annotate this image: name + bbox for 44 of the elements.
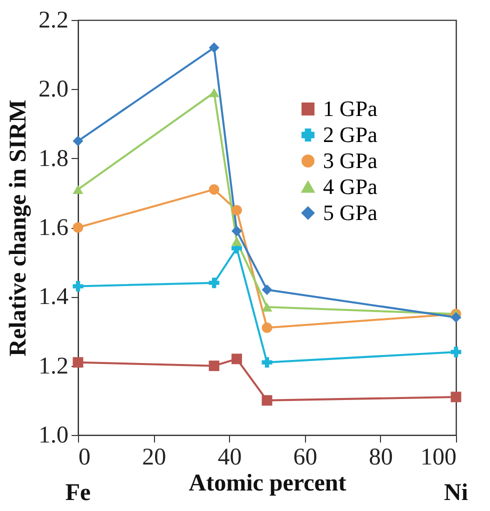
legend-label: 5 GPa [323,200,378,225]
x-axis-title: Atomic percent [188,470,346,496]
point [208,88,220,98]
point [72,222,84,233]
x-tick-label: 100 [420,444,456,470]
y-tick-label: 1.8 [38,146,68,172]
y-axis-title: Relative change in SIRM [6,100,32,356]
x-tick-label: 0 [78,444,90,470]
point [232,354,242,364]
point [232,226,242,236]
point [208,184,220,195]
text: Fe [65,480,92,506]
y-tick-label: 1.6 [38,215,68,241]
point [262,322,272,334]
point [450,312,462,323]
point [208,42,220,53]
point [450,392,462,402]
point [72,136,84,146]
point [72,184,84,194]
y-tick-label: 1.0 [38,422,68,448]
point [262,302,272,312]
point [208,360,220,372]
x-tick-label: 60 [293,444,318,470]
point [208,278,220,288]
legend-label: 4 GPa [323,174,378,199]
y-tick-label: 2.0 [38,76,68,103]
text: Ni [444,480,468,506]
point [72,281,84,292]
x-tick-label: 20 [142,444,166,470]
point [262,357,272,368]
y-tick-label: 1.4 [38,284,68,310]
point [262,284,272,295]
point [232,236,242,246]
point [262,395,272,406]
legend-label: 2 GPa [323,122,378,147]
x-tick-label: 40 [218,444,242,470]
x-tick-label: 80 [368,444,393,470]
point [450,346,462,358]
legend-label: 3 GPa [323,148,378,173]
legend-label: 1 GPa [323,96,378,121]
point [72,357,84,368]
y-tick-label: 2.2 [38,8,68,34]
point [232,204,242,216]
y-tick-label: 1.2 [38,353,68,380]
